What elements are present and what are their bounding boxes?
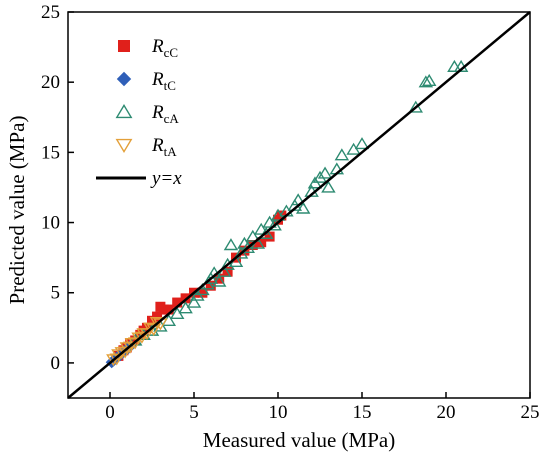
legend-label-tC: RtC <box>151 69 176 93</box>
legend-swatch-tA <box>115 138 133 153</box>
legend-label-cA: RcA <box>151 102 179 126</box>
data-point-cA <box>223 238 239 251</box>
data-point-cA <box>408 100 423 113</box>
data-point-cA <box>211 274 227 287</box>
data-point-cC <box>152 311 163 322</box>
ticks: 0 5 10 15 20 25 0 5 10 15 20 25 <box>41 2 540 423</box>
legend-label-tA: RtA <box>151 135 177 159</box>
data-point-cC <box>172 297 183 308</box>
data-point-cA <box>354 137 370 150</box>
legend-label-line: y=x <box>150 168 182 189</box>
data-point-cA <box>245 229 261 242</box>
data-point-cC <box>214 273 225 284</box>
data-point-cA <box>253 222 269 235</box>
legend-label-cC: RcC <box>151 36 178 60</box>
data-point-cA <box>418 75 434 88</box>
x-tick-label: 15 <box>353 402 372 423</box>
data-point-cC <box>158 304 169 315</box>
y-tick-label: 25 <box>41 2 60 23</box>
x-tick-label: 25 <box>521 402 540 423</box>
x-axis-label: Measured value (MPa) <box>203 428 395 452</box>
data-point-cC <box>163 304 174 315</box>
x-tick-label: 0 <box>105 402 115 423</box>
data-point-cA <box>421 73 437 86</box>
y-tick-label: 0 <box>51 353 61 374</box>
data-point-tA <box>114 347 129 360</box>
legend-swatch-cA <box>115 104 133 119</box>
legend: RcC RtC RcA RtA y=x <box>96 36 182 189</box>
legend-swatch-tC <box>116 71 132 87</box>
x-tick-label: 20 <box>437 402 456 423</box>
data-point-cC <box>264 231 275 242</box>
data-point-cC <box>147 315 157 326</box>
x-tick-label: 5 <box>189 402 199 423</box>
y-axis-label: Predicted value (MPa) <box>5 116 29 305</box>
y-tick-label: 5 <box>51 283 61 304</box>
data-point-cC <box>197 287 208 298</box>
data-point-cA <box>321 180 336 193</box>
data-point-tA <box>106 354 121 367</box>
data-point-cA <box>295 201 311 214</box>
data-point-cA <box>312 170 328 183</box>
data-point-cC <box>256 237 267 248</box>
data-point-cA <box>186 295 202 308</box>
y-tick-label: 10 <box>41 213 60 234</box>
data-point-cA <box>334 148 350 161</box>
plot-frame <box>67 11 531 399</box>
data-point-cA <box>317 166 333 179</box>
data-point-cA <box>267 218 282 231</box>
legend-swatch-cC <box>118 40 130 52</box>
y-tick-label: 15 <box>41 142 60 163</box>
y-tick-label: 20 <box>41 72 60 93</box>
data-point-cA <box>240 240 255 254</box>
identity-line <box>67 11 531 399</box>
x-tick-label: 10 <box>269 402 288 423</box>
